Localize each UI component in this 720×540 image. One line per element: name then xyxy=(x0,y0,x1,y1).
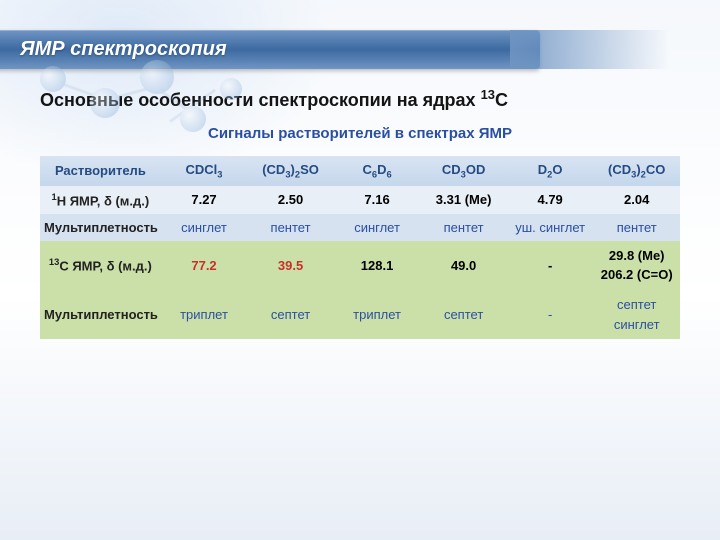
row-stub: Мультиплетность xyxy=(40,290,161,339)
table-row: 1H ЯМР, δ (м.д.)7.272.507.163.31 (Me)4.7… xyxy=(40,186,680,214)
table-cell: 7.27 xyxy=(161,186,248,214)
col-solvent: (CD3)2SO xyxy=(247,156,334,186)
col-solvent: CDCl3 xyxy=(161,156,248,186)
row-stub: 13C ЯМР, δ (м.д.) xyxy=(40,241,161,290)
col-solvent: D2O xyxy=(507,156,594,186)
table-cell: триплет xyxy=(161,290,248,339)
table-cell: 3.31 (Me) xyxy=(420,186,507,214)
table-cell: 29.8 (Me)206.2 (C=O) xyxy=(593,241,680,290)
table-cell: триплет xyxy=(334,290,421,339)
table-cell: 2.50 xyxy=(247,186,334,214)
table-cell: синглет xyxy=(161,214,248,241)
table-cell: пентет xyxy=(420,214,507,241)
table-cell: уш. синглет xyxy=(507,214,594,241)
table-cell: 4.79 xyxy=(507,186,594,214)
table-cell: 7.16 xyxy=(334,186,421,214)
row-stub: Мультиплетность xyxy=(40,214,161,241)
table-cell: 128.1 xyxy=(334,241,421,290)
table-row: 13C ЯМР, δ (м.д.)77.239.5128.149.0-29.8 … xyxy=(40,241,680,290)
slide-title: ЯМР спектроскопия xyxy=(20,38,227,60)
table-header-row: Растворитель CDCl3 (CD3)2SO C6D6 CD3OD D… xyxy=(40,156,680,186)
col-solvent: (CD3)2CO xyxy=(593,156,680,186)
row-stub: 1H ЯМР, δ (м.д.) xyxy=(40,186,161,214)
table-row: Мультиплетностьсинглетпентетсинглетпенте… xyxy=(40,214,680,241)
col-label: Растворитель xyxy=(40,156,161,186)
table-cell: септетсинглет xyxy=(593,290,680,339)
table-row: Мультиплетностьтриплетсептеттриплетсепте… xyxy=(40,290,680,339)
table-cell: пентет xyxy=(247,214,334,241)
table-cell: септет xyxy=(420,290,507,339)
table-cell: 49.0 xyxy=(420,241,507,290)
main-heading: Основные особенности спектроскопии на яд… xyxy=(40,87,680,111)
table-cell: 77.2 xyxy=(161,241,248,290)
table-cell: пентет xyxy=(593,214,680,241)
table-cell: 2.04 xyxy=(593,186,680,214)
table-cell: - xyxy=(507,241,594,290)
col-solvent: CD3OD xyxy=(420,156,507,186)
table-cell: септет xyxy=(247,290,334,339)
table-cell: синглет xyxy=(334,214,421,241)
table-body: 1H ЯМР, δ (м.д.)7.272.507.163.31 (Me)4.7… xyxy=(40,186,680,340)
content-area: Основные особенности спектроскопии на яд… xyxy=(0,69,720,339)
sub-heading: Сигналы растворителей в спектрах ЯМР xyxy=(40,125,680,142)
col-solvent: C6D6 xyxy=(334,156,421,186)
nmr-solvent-table: Растворитель CDCl3 (CD3)2SO C6D6 CD3OD D… xyxy=(40,156,680,339)
table-cell: 39.5 xyxy=(247,241,334,290)
table-cell: - xyxy=(507,290,594,339)
slide-title-bar: ЯМР спектроскопия xyxy=(0,30,720,69)
